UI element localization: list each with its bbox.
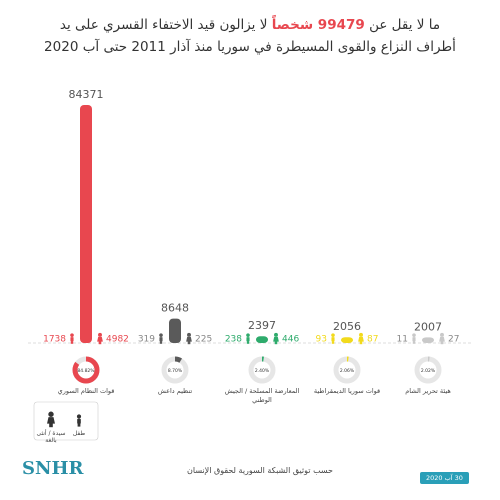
person-icon-legs <box>159 341 163 344</box>
person-icon-body <box>159 337 163 342</box>
total-label: 8648 <box>161 302 189 315</box>
share-label: 2.06% <box>340 368 355 374</box>
donut-arc <box>414 356 442 384</box>
person-icon-head <box>331 333 335 337</box>
person-icon-legs <box>77 423 81 427</box>
child-count: 11 <box>397 335 408 345</box>
donut-arc <box>72 356 100 384</box>
child-count: 1738 <box>43 335 66 345</box>
person-icon-legs <box>331 341 335 344</box>
total-label: 2397 <box>248 319 276 332</box>
person-icon-legs <box>70 341 74 344</box>
bar <box>256 336 268 343</box>
person-icon-legs <box>187 341 191 345</box>
person-icon-head <box>187 332 191 337</box>
brand: SNHR <box>22 458 84 479</box>
category-label: المعارضة المسلحة / الجيش الوطني <box>224 387 300 404</box>
share-label: 84.82% <box>77 368 95 374</box>
person-icon-head <box>48 411 54 417</box>
title-line2: أطراف النزاع والقوى المسيطرة في سوريا من… <box>44 39 456 55</box>
bar <box>341 337 353 343</box>
person-icon-legs <box>412 341 416 344</box>
person-icon-legs <box>98 341 102 345</box>
person-icon-legs <box>49 423 53 428</box>
total-label: 84371 <box>69 88 104 101</box>
person-icon-legs <box>274 341 278 345</box>
person-icon-body <box>47 417 55 424</box>
donut-arc <box>248 356 276 384</box>
person-icon-head <box>98 332 102 337</box>
person-icon-head <box>274 332 278 337</box>
person-icon-legs <box>359 341 363 345</box>
person-icon-body <box>70 337 74 342</box>
person-icon-legs <box>246 341 250 344</box>
person-icon-body <box>331 337 335 342</box>
child-count: 319 <box>138 335 155 345</box>
person-icon-body <box>97 336 103 342</box>
woman-count: 4982 <box>106 335 129 345</box>
person-icon-head <box>412 333 416 337</box>
person-icon-body <box>186 336 192 342</box>
donut-arc <box>161 356 189 384</box>
legend-box <box>33 401 99 441</box>
person-icon-head <box>359 332 363 337</box>
woman-count: 87 <box>367 335 378 345</box>
person-icon-body <box>358 336 364 342</box>
person-icon-body <box>246 337 250 342</box>
person-icon-head <box>159 333 163 337</box>
category-label: قوات النظام السوري <box>57 387 115 395</box>
share-label: 8.70% <box>168 368 183 374</box>
person-icon-body <box>77 418 81 424</box>
woman-count: 446 <box>282 335 299 345</box>
category-label: هيئة تحرير الشام <box>405 387 451 395</box>
title-end: لا يزالون قيد الاختفاء القسري على يد <box>59 17 268 33</box>
total-label: 2007 <box>414 320 442 333</box>
person-icon-head <box>70 333 74 337</box>
person-icon-legs <box>440 341 444 345</box>
person-icon-body <box>412 337 416 342</box>
source: حسب توثيق الشبكة السورية لحقوق الإنسان <box>187 466 333 475</box>
woman-count: 27 <box>448 335 459 345</box>
person-icon-head <box>246 333 250 337</box>
share-label: 2.02% <box>421 368 436 374</box>
share-label: 2.40% <box>255 368 270 374</box>
child-count: 238 <box>225 335 242 345</box>
legend-child: طفل <box>72 430 86 437</box>
total-label: 2056 <box>333 320 361 333</box>
donut-arc <box>333 356 361 384</box>
title-highlight: 99479 شخصاً <box>271 17 365 33</box>
category-label: تنظيم داعش <box>157 387 193 395</box>
legend-woman: سيدة / أنثى بالغة <box>36 430 66 444</box>
person-icon-head <box>76 414 82 419</box>
bar <box>169 318 181 343</box>
person-icon-body <box>273 336 279 342</box>
category-label: قوات سوريا الديمقراطية <box>313 387 381 395</box>
title: ما لا يقل عن 99479 شخصاً لا يزالون قيد ا… <box>30 14 470 58</box>
bar <box>422 337 434 343</box>
woman-count: 225 <box>195 335 212 345</box>
child-count: 93 <box>316 335 327 345</box>
person-icon-body <box>439 336 445 342</box>
date: 30 آب 2020 <box>420 472 469 484</box>
person-icon-head <box>440 332 444 337</box>
bar <box>80 105 92 343</box>
title-start: ما لا يقل عن <box>369 17 441 33</box>
